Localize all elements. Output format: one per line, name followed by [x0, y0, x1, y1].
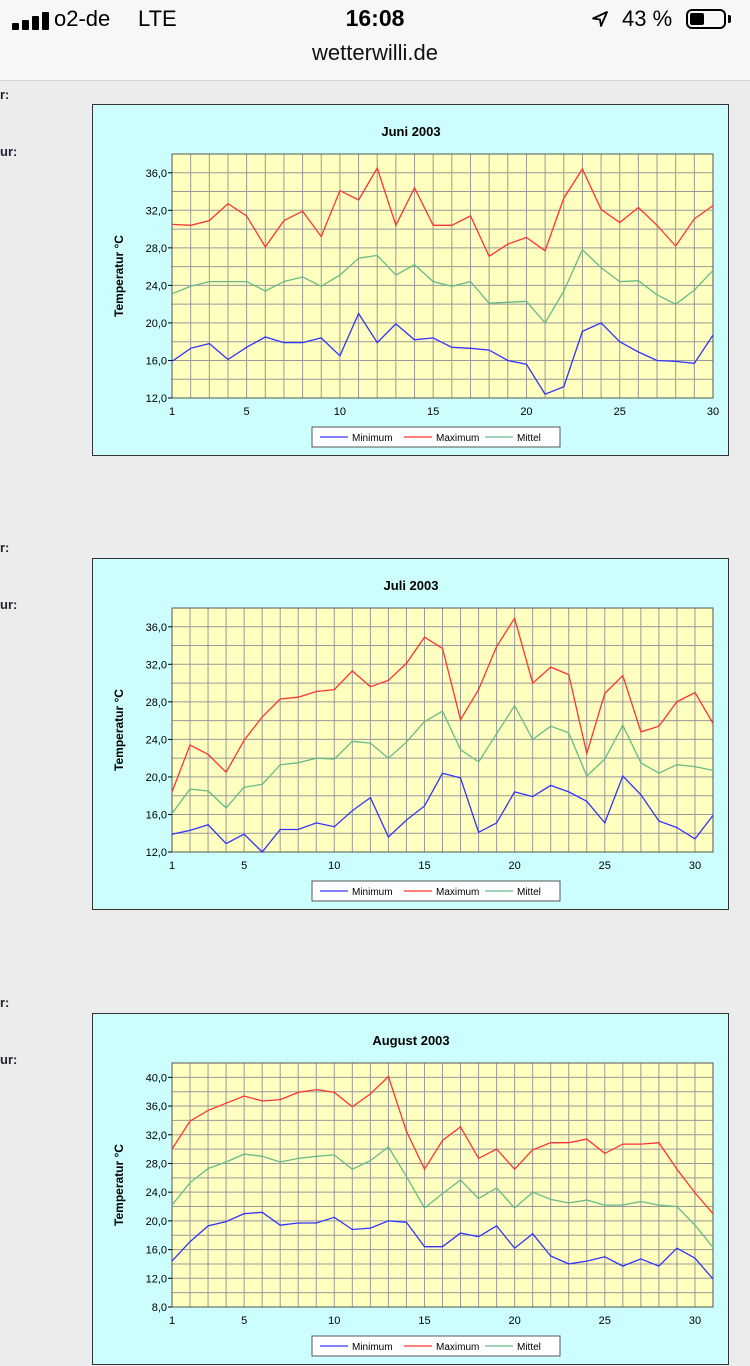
- y-tick-label: 40,0: [146, 1072, 167, 1084]
- y-tick-label: 20,0: [146, 318, 167, 330]
- y-tick-label: 24,0: [146, 280, 167, 292]
- y-tick-label: 12,0: [146, 393, 167, 405]
- x-tick-label: 30: [689, 1315, 701, 1327]
- x-tick-label: 5: [241, 1315, 247, 1327]
- x-tick-label: 25: [614, 406, 626, 418]
- y-tick-label: 36,0: [146, 1101, 167, 1113]
- y-tick-label: 16,0: [146, 355, 167, 367]
- x-tick-label: 25: [599, 860, 611, 872]
- x-tick-label: 20: [509, 1315, 521, 1327]
- network-type-label: LTE: [138, 6, 177, 31]
- legend-label: Maximum: [436, 1342, 479, 1353]
- y-tick-label: 24,0: [146, 1187, 167, 1199]
- series-line-minimum: [171, 312, 714, 396]
- battery-tip-icon: [728, 15, 731, 23]
- address-bar-url[interactable]: wetterwilli.de: [312, 40, 438, 65]
- x-tick-label: 1: [169, 860, 175, 872]
- clock: 16:08: [345, 5, 405, 31]
- plot-frame: [171, 1062, 714, 1308]
- series-line-maximum: [171, 616, 714, 793]
- y-tick-label: 20,0: [146, 1216, 167, 1228]
- carrier-label: o2-de: [54, 6, 111, 31]
- y-tick-label: 36,0: [146, 168, 167, 180]
- y-tick-label: 20,0: [146, 772, 167, 784]
- side-label: r:: [0, 87, 10, 102]
- x-tick-label: 1: [169, 406, 175, 418]
- x-tick-label: 15: [418, 860, 430, 872]
- y-tick-label: 32,0: [146, 1130, 167, 1142]
- chart-august-svg: August 2003 40,0 36,0 32,0 28,0 24,0 20,0 16,0 1…: [112, 1033, 714, 1357]
- legend-label: Mittel: [517, 1342, 541, 1353]
- y-tick-label: 24,0: [146, 734, 167, 746]
- x-tick-label: 15: [427, 406, 439, 418]
- x-tick-label: 10: [328, 1315, 340, 1327]
- y-tick-label: 28,0: [146, 243, 167, 255]
- side-label: ur:: [0, 597, 18, 612]
- series-line-minimum: [171, 772, 714, 853]
- plot-area: [172, 154, 713, 398]
- y-tick-label: 12,0: [146, 847, 167, 859]
- chart-june: Juni 2003 36,0 32,0 28,0 24,0 20,0 16,0 12,0 1 5 1…: [92, 104, 729, 456]
- chart-title: Juli 2003: [384, 578, 439, 593]
- series-line-minimum: [171, 1211, 714, 1280]
- legend: [311, 880, 561, 902]
- location-arrow-icon: [592, 11, 608, 27]
- x-tick-label: 30: [707, 406, 719, 418]
- y-tick-label: 32,0: [146, 205, 167, 217]
- battery-icon: [686, 9, 726, 29]
- side-label: ur:: [0, 1052, 18, 1067]
- x-tick-label: 20: [520, 406, 532, 418]
- y-tick-label: 16,0: [146, 809, 167, 821]
- y-tick-label: 28,0: [146, 697, 167, 709]
- x-tick-label: 10: [328, 860, 340, 872]
- x-tick-label: 5: [241, 860, 247, 872]
- x-tick-label: 15: [418, 1315, 430, 1327]
- series-line-maximum: [171, 166, 714, 258]
- chart-august: August 2003 40,0 36,0 32,0 28,0 24,0 20,0 16,0 1…: [92, 1013, 729, 1365]
- side-label: ur:: [0, 144, 18, 159]
- legend-label: Minimum: [352, 433, 393, 444]
- x-tick-label: 1: [169, 1315, 175, 1327]
- battery-percentage: 43 %: [622, 6, 673, 31]
- legend-label: Minimum: [352, 1342, 393, 1353]
- x-tick-label: 25: [599, 1315, 611, 1327]
- series-line-mittel: [171, 704, 714, 814]
- series-line-maximum: [171, 1075, 714, 1215]
- legend-label: Mittel: [517, 887, 541, 898]
- y-axis-label: Temperatur °C: [112, 1144, 126, 1226]
- plot-frame: [171, 153, 714, 399]
- y-tick-label: 28,0: [146, 1158, 167, 1170]
- plot-frame: [171, 607, 714, 853]
- series-line-mittel: [171, 248, 714, 325]
- side-label: r:: [0, 995, 10, 1010]
- legend-label: Mittel: [517, 433, 541, 444]
- legend-label: Maximum: [436, 433, 479, 444]
- status-bar: o2-de LTE 16:08 43 % wetterwilli.de: [0, 0, 750, 81]
- x-tick-label: 20: [509, 860, 521, 872]
- legend: [311, 426, 561, 448]
- y-tick-label: 32,0: [146, 659, 167, 671]
- x-tick-label: 30: [689, 860, 701, 872]
- side-label: r:: [0, 540, 10, 555]
- y-tick-label: 12,0: [146, 1273, 167, 1285]
- chart-title: Juni 2003: [381, 124, 440, 139]
- y-tick-label: 16,0: [146, 1245, 167, 1257]
- y-axis-label: Temperatur °C: [112, 235, 126, 317]
- legend-label: Maximum: [436, 887, 479, 898]
- series-line-mittel: [171, 1146, 714, 1248]
- chart-title: August 2003: [372, 1033, 449, 1048]
- y-axis-label: Temperatur °C: [112, 689, 126, 771]
- chart-july: Juli 2003 36,0 32,0 28,0 24,0 20,0 16,0 12,0 1 5 1…: [92, 558, 729, 910]
- y-tick-label: 36,0: [146, 622, 167, 634]
- y-tick-label: 8,0: [152, 1302, 167, 1314]
- signal-strength-icon: [12, 12, 52, 30]
- x-tick-label: 10: [334, 406, 346, 418]
- x-tick-label: 5: [244, 406, 250, 418]
- legend-label: Minimum: [352, 887, 393, 898]
